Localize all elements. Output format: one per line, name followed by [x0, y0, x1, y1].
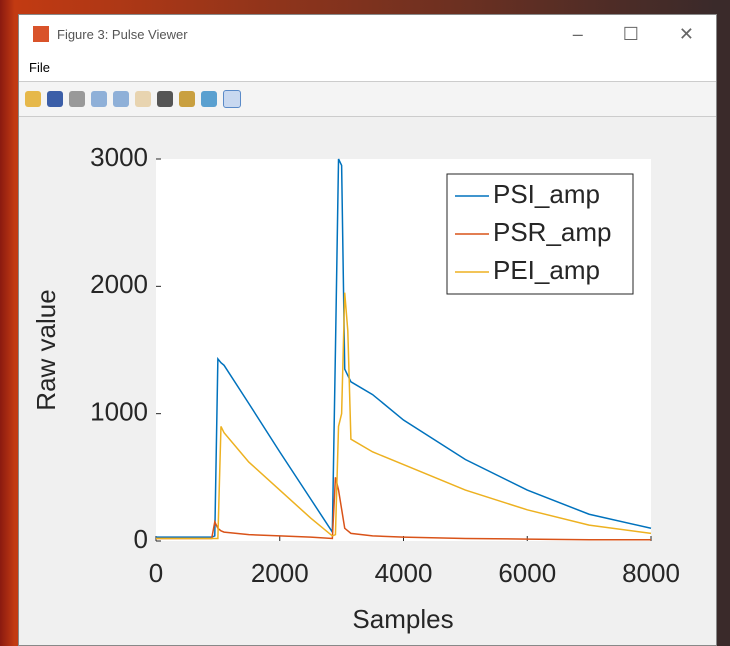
app-icon — [33, 26, 49, 42]
x-tick-label: 8000 — [622, 558, 680, 588]
y-axis-label: Raw value — [31, 289, 61, 410]
x-tick-label: 4000 — [375, 558, 433, 588]
data-line — [156, 158, 652, 538]
y-tick-label: 2000 — [90, 269, 148, 299]
legend-button[interactable] — [223, 90, 241, 108]
minimize-button[interactable]: – — [572, 23, 583, 44]
x-tick-label: 0 — [149, 558, 163, 588]
zoom-out-button[interactable] — [113, 91, 129, 107]
rotate-button[interactable] — [157, 91, 173, 107]
legend-label: PSR_amp — [493, 217, 612, 247]
menu-bar: File — [19, 53, 716, 82]
x-axis-label: Samples — [352, 604, 453, 634]
menu-item[interactable]: File — [29, 59, 50, 75]
x-tick-label: 2000 — [251, 558, 309, 588]
legend-label: PEI_amp — [493, 255, 600, 285]
y-tick-label: 1000 — [90, 397, 148, 427]
window-title: Figure 3: Pulse Viewer — [57, 26, 188, 42]
y-tick-label: 0 — [134, 524, 148, 554]
maximize-button[interactable]: ☐ — [622, 23, 639, 44]
legend-label: PSI_amp — [493, 179, 600, 209]
open-button[interactable] — [25, 91, 41, 107]
toolbar — [19, 82, 716, 117]
data-line — [156, 292, 652, 540]
y-tick-label: 3000 — [90, 142, 148, 172]
print-button[interactable] — [69, 91, 85, 107]
zoom-in-button[interactable] — [91, 91, 107, 107]
save-button[interactable] — [47, 91, 63, 107]
title-bar: Figure 3: Pulse Viewer – ☐ ✕ — [19, 15, 716, 53]
x-tick-label: 6000 — [498, 558, 556, 588]
colorbar-button[interactable] — [201, 91, 217, 107]
close-button[interactable]: ✕ — [678, 23, 694, 44]
datacursor-button[interactable] — [179, 91, 195, 107]
pan-button[interactable] — [135, 91, 151, 107]
